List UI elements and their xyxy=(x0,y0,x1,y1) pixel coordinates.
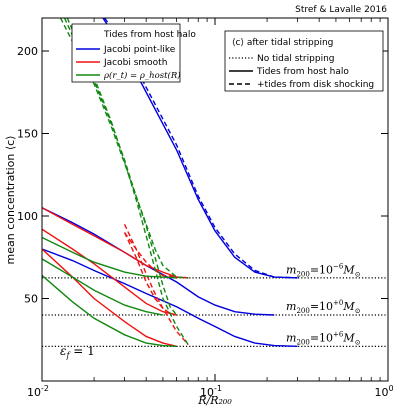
mass-labels: m200=10−6M⊙ m200=10+0M⊙ m200=10+6M⊙ xyxy=(286,263,361,347)
series-smooth-1e6-dashed xyxy=(123,223,189,346)
legend-models: Tides from host halo Jacobi point-like J… xyxy=(71,23,196,83)
series-density-1e0-solid xyxy=(42,258,164,316)
legend-models-title: Tides from host halo xyxy=(103,30,196,40)
legend-styles-title: ⟨c⟩ after tidal stripping xyxy=(232,38,333,48)
legend-entry-diskshock: +tides from disk shocking xyxy=(257,80,374,90)
x-tick-exponent: 0 xyxy=(388,384,393,393)
epsilon-symbol: ε xyxy=(60,344,66,358)
legend-entry-smooth: Jacobi smooth xyxy=(103,58,167,68)
y-axis-label: mean concentration ⟨c⟩ xyxy=(4,135,17,264)
legend-styles-box xyxy=(224,30,384,92)
y-tick-label: 150 xyxy=(17,128,38,141)
epsilon-annotation: εf = 1 xyxy=(60,344,95,360)
series-layer xyxy=(42,18,388,348)
epsilon-value: = 1 xyxy=(69,344,94,358)
y-tick-label: 50 xyxy=(24,293,38,306)
series-smooth-1e-6-dashed xyxy=(123,232,189,279)
x-tick-label: 100 xyxy=(374,384,393,399)
x-tick-exponent: -1 xyxy=(214,384,222,393)
series-point-1e0-solid xyxy=(42,207,275,316)
series-density-1e6-solid xyxy=(42,274,177,348)
legend-models-box xyxy=(71,23,181,83)
series-smooth-1e-6-solid xyxy=(42,207,189,279)
legend-entry-density: ρ(r_t) = ρ_host(R) xyxy=(103,70,181,81)
y-tick-label: 100 xyxy=(17,210,38,223)
mass-label-0: m200=10−6M⊙ xyxy=(286,263,361,279)
epsilon-sub: f xyxy=(65,351,71,360)
legend-styles: ⟨c⟩ after tidal stripping No tidal strip… xyxy=(224,30,384,92)
y-tick-label: 200 xyxy=(17,45,38,58)
legend-entry-point: Jacobi point-like xyxy=(103,45,176,55)
mass-label-1: m200=10+0M⊙ xyxy=(286,299,361,315)
legend-entry-hosttides: Tides from host halo xyxy=(256,67,349,77)
series-smooth-1e0-dashed xyxy=(123,232,177,316)
series-smooth-1e0-solid xyxy=(42,228,177,316)
series-point-1e6-solid xyxy=(42,248,298,348)
x-axis-label: R/R₂₀₀ xyxy=(197,394,232,407)
legend-entry-nostrip: No tidal stripping xyxy=(257,54,334,64)
y-ticks: 50 100 150 200 xyxy=(17,45,388,306)
mass-label-2: m200=10+6M⊙ xyxy=(286,330,361,346)
x-tick-exponent: -2 xyxy=(41,384,49,393)
credit-label: Stref & Lavalle 2016 xyxy=(295,5,387,15)
series-density-1e-6-solid xyxy=(42,236,177,279)
x-tick-label: 10-2 xyxy=(27,384,49,399)
